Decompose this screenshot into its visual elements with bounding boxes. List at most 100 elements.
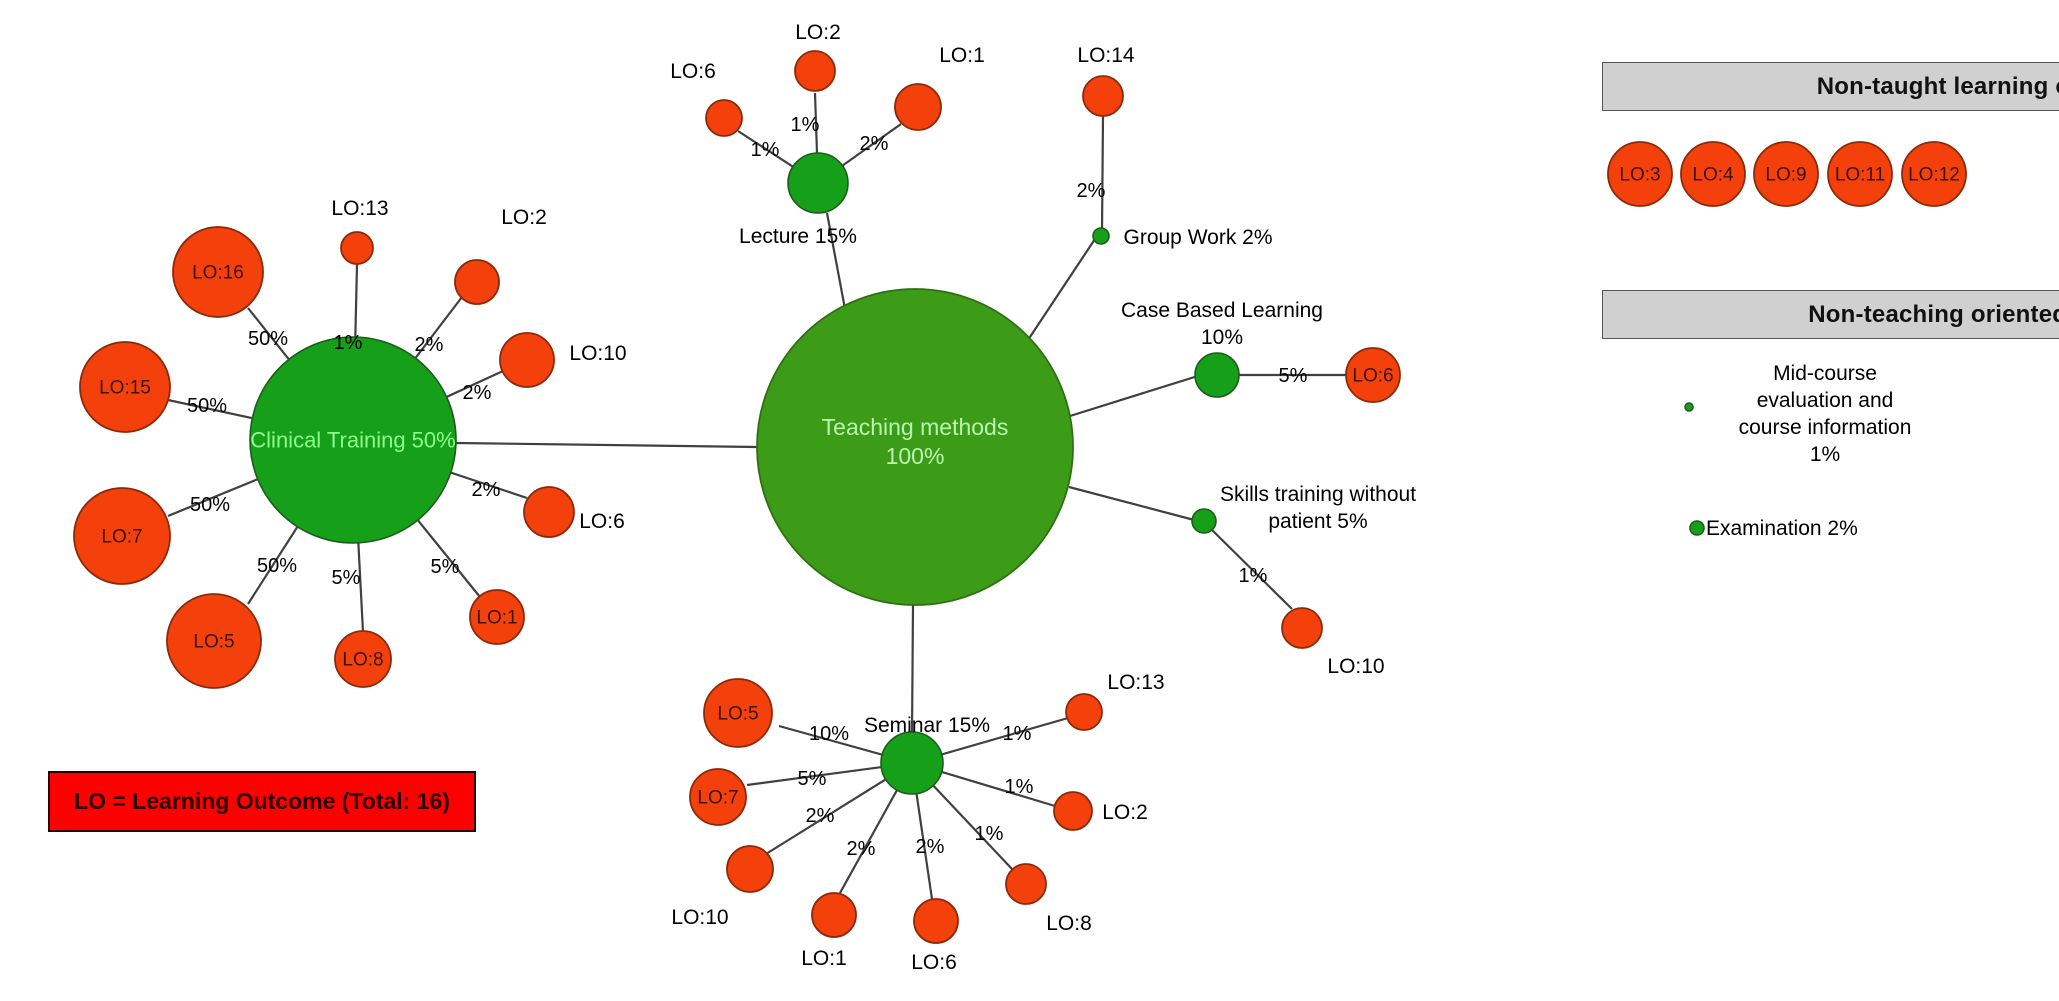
node-group-work[interactable] bbox=[1092, 227, 1110, 245]
node-lo-skills-10[interactable] bbox=[1281, 607, 1323, 649]
label-seminar-lo2: LO:2 bbox=[1102, 801, 1148, 824]
legend-lo-definition-box: LO = Learning Outcome (Total: 16) bbox=[48, 771, 476, 832]
edges-center-to-methods bbox=[455, 212, 1202, 734]
legend-examination-text: Examination 2% bbox=[1706, 517, 1858, 540]
node-lo-seminar-6[interactable] bbox=[913, 898, 959, 944]
lo-label: LO:11 bbox=[1835, 165, 1885, 186]
lo-label: LO:5 bbox=[717, 704, 758, 725]
edge-center-groupwork bbox=[1025, 235, 1098, 344]
label-seminar-lo8: LO:8 bbox=[1046, 912, 1092, 935]
weight-lecture-lo6: 1% bbox=[751, 139, 780, 161]
legend-lo-9[interactable]: LO:9 bbox=[1753, 141, 1819, 207]
lo-label: LO:9 bbox=[1765, 165, 1806, 186]
node-teaching-methods[interactable]: Teaching methods 100% bbox=[756, 288, 1074, 606]
legend-non-taught-header-text: Non-taught learning outcomes bbox=[1816, 72, 2059, 100]
node-lo-seminar-5[interactable]: LO:5 bbox=[703, 678, 773, 748]
node-lo-clinical-2[interactable] bbox=[454, 259, 500, 305]
lo-label: LO:1 bbox=[476, 608, 517, 629]
lo-label: LO:3 bbox=[1619, 165, 1660, 186]
legend-lo-definition-text: LO = Learning Outcome (Total: 16) bbox=[74, 788, 450, 814]
node-lo-seminar-7[interactable]: LO:7 bbox=[689, 768, 747, 826]
weight-clinical-lo7: 50% bbox=[190, 494, 230, 516]
node-seminar[interactable] bbox=[880, 731, 944, 795]
lo-label: LO:15 bbox=[99, 378, 151, 399]
node-lo-lecture-6[interactable] bbox=[705, 99, 743, 137]
legend-examination-label: Examination 2% bbox=[1706, 515, 1966, 542]
weight-clinical-lo5: 50% bbox=[257, 555, 297, 577]
weight-seminar-lo2: 1% bbox=[1005, 776, 1034, 798]
weight-skills-lo10: 1% bbox=[1239, 565, 1268, 587]
weight-seminar-lo8: 1% bbox=[975, 823, 1004, 845]
node-skills-training[interactable] bbox=[1191, 508, 1217, 534]
node-lo-clinical-10[interactable] bbox=[499, 332, 555, 388]
label-cbl-line2: 10% bbox=[1201, 326, 1243, 349]
node-lecture[interactable] bbox=[787, 152, 849, 214]
label-groupwork-lo14: LO:14 bbox=[1077, 44, 1135, 67]
node-clinical-training[interactable]: Clinical Training 50% bbox=[249, 336, 457, 544]
label-clinical-lo6: LO:6 bbox=[579, 510, 625, 533]
label-clinical-lo2: LO:2 bbox=[501, 206, 547, 229]
node-lo-seminar-8[interactable] bbox=[1005, 863, 1047, 905]
edge-skills-lo10 bbox=[1209, 527, 1293, 610]
node-case-based-learning[interactable] bbox=[1194, 352, 1240, 398]
teaching-methods-label-line1: Teaching methods bbox=[822, 414, 1009, 440]
lo-label: LO:7 bbox=[697, 788, 738, 809]
node-lo-clinical-7[interactable]: LO:7 bbox=[73, 487, 171, 585]
node-lo-clinical-5[interactable]: LO:5 bbox=[166, 593, 262, 689]
edge-center-clinical bbox=[455, 441, 758, 449]
lo-label: LO:5 bbox=[193, 632, 234, 653]
weight-seminar-lo13: 1% bbox=[1003, 723, 1032, 745]
weight-groupwork-lo14: 2% bbox=[1077, 180, 1106, 202]
node-lo-clinical-16[interactable]: LO:16 bbox=[172, 226, 264, 318]
label-lecture-lo6: LO:6 bbox=[670, 60, 716, 83]
node-lo-seminar-10[interactable] bbox=[726, 845, 774, 893]
legend-lo-3[interactable]: LO:3 bbox=[1607, 141, 1673, 207]
weight-clinical-lo6: 2% bbox=[472, 479, 501, 501]
weight-seminar-lo10: 2% bbox=[806, 805, 835, 827]
node-lo-clinical-13[interactable] bbox=[340, 231, 374, 265]
lo-label: LO:8 bbox=[342, 650, 383, 671]
node-lo-clinical-8[interactable]: LO:8 bbox=[334, 630, 392, 688]
legend-lo-4[interactable]: LO:4 bbox=[1680, 141, 1746, 207]
node-lo-cbl-6[interactable]: LO:6 bbox=[1345, 347, 1401, 403]
weight-clinical-lo1: 5% bbox=[431, 556, 460, 578]
legend-midcourse-dot bbox=[1684, 402, 1694, 412]
label-cbl-line1: Case Based Learning bbox=[1121, 299, 1323, 322]
edge-center-cbl bbox=[1069, 373, 1202, 418]
label-clinical-lo10: LO:10 bbox=[569, 342, 626, 365]
node-lo-seminar-13[interactable] bbox=[1065, 693, 1103, 731]
label-seminar: Seminar 15% bbox=[864, 714, 990, 737]
node-lo-clinical-1[interactable]: LO:1 bbox=[469, 589, 525, 645]
weight-lecture-lo1: 2% bbox=[860, 133, 889, 155]
weight-seminar-lo6: 2% bbox=[916, 836, 945, 858]
node-lo-groupwork-14[interactable] bbox=[1082, 75, 1124, 117]
node-lo-clinical-6[interactable] bbox=[523, 486, 575, 538]
node-lo-lecture-1[interactable] bbox=[894, 83, 942, 131]
node-lo-seminar-2[interactable] bbox=[1053, 791, 1093, 831]
legend-lo-12[interactable]: LO:12 bbox=[1901, 141, 1967, 207]
legend-midcourse-label: Mid-course evaluation and course informa… bbox=[1700, 360, 1950, 468]
lo-label: LO:7 bbox=[101, 527, 142, 548]
label-skills-line2: patient 5% bbox=[1268, 510, 1367, 533]
node-lo-clinical-15[interactable]: LO:15 bbox=[79, 341, 171, 433]
legend-non-taught-circles: LO:3 LO:4 LO:9 LO:11 LO:12 bbox=[1607, 141, 1967, 207]
node-lo-seminar-1[interactable] bbox=[811, 892, 857, 938]
clinical-training-label: Clinical Training 50% bbox=[250, 428, 455, 453]
legend-non-taught-header: Non-taught learning outcomes bbox=[1602, 62, 2059, 111]
legend-non-teaching-header-text: Non-teaching oriented activities bbox=[1808, 300, 2059, 328]
legend-lo-11[interactable]: LO:11 bbox=[1827, 141, 1893, 207]
weight-lecture-lo2: 1% bbox=[791, 114, 820, 136]
edges-groupwork-outcomes bbox=[1100, 115, 1105, 233]
label-lecture-lo1: LO:1 bbox=[939, 44, 985, 67]
edge-center-lecture bbox=[825, 212, 847, 310]
label-seminar-lo13: LO:13 bbox=[1107, 671, 1164, 694]
lo-label: LO:6 bbox=[1352, 366, 1393, 387]
label-skills-line1: Skills training without bbox=[1220, 483, 1416, 506]
label-skills-lo10: LO:10 bbox=[1327, 655, 1384, 678]
edges-skills-outcomes bbox=[1209, 527, 1293, 610]
lo-label: LO:4 bbox=[1692, 165, 1734, 186]
label-group-work: Group Work 2% bbox=[1124, 226, 1273, 249]
weight-seminar-lo1: 2% bbox=[847, 838, 876, 860]
node-lo-lecture-2[interactable] bbox=[794, 50, 836, 92]
lo-label: LO:16 bbox=[192, 263, 244, 284]
